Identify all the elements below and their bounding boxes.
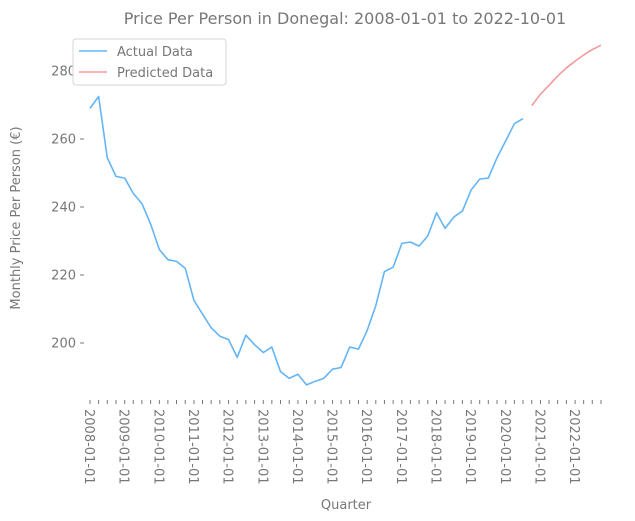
x-tick-label: 2016-01-01 <box>358 409 373 485</box>
chart-title: Price Per Person in Donegal: 2008-01-01 … <box>124 9 566 28</box>
y-tick-label: 220 <box>51 269 76 284</box>
x-tick-label: 2010-01-01 <box>150 409 165 485</box>
y-tick-label: 200 <box>51 337 76 352</box>
x-tick-label: 2009-01-01 <box>116 409 131 485</box>
x-axis: 2008-01-01 2009-01-01 2010-01-01 2011-01-01… <box>81 400 602 485</box>
legend-box <box>72 38 227 86</box>
legend-label-actual: Actual Data <box>117 45 193 60</box>
y-tick-label: 280 <box>51 65 76 80</box>
x-tick-label: 2013-01-01 <box>254 409 269 485</box>
x-tick-label: 2012-01-01 <box>220 409 235 485</box>
x-tick-label: 2011-01-01 <box>185 409 200 485</box>
x-axis-label: Quarter <box>321 498 372 513</box>
legend-label-predicted: Predicted Data <box>117 66 213 81</box>
x-tick-label: 2022-01-01 <box>566 409 581 485</box>
x-tick-label: 2017-01-01 <box>393 409 408 485</box>
x-tick-label: 2008-01-01 <box>81 409 96 485</box>
x-tick-label: 2018-01-01 <box>428 409 443 485</box>
y-tick-label: 240 <box>51 201 76 216</box>
x-tick-label: 2021-01-01 <box>531 409 546 485</box>
y-axis: 200 220 240 260 280 <box>51 65 84 352</box>
series-line-actual <box>89 95 516 386</box>
x-tick-label: 2020-01-01 <box>497 409 512 485</box>
y-tick-label: 260 <box>51 133 76 148</box>
series-line-actual <box>513 117 524 125</box>
series-line-predicted <box>531 44 602 107</box>
plot-area <box>89 44 602 386</box>
x-tick-label: 2015-01-01 <box>324 409 339 485</box>
x-tick-label: 2019-01-01 <box>462 409 477 485</box>
x-tick-label: 2014-01-01 <box>289 409 304 485</box>
y-axis-label: Monthly Price Per Person (€) <box>9 126 24 309</box>
legend: Actual Data Predicted Data <box>72 38 227 86</box>
